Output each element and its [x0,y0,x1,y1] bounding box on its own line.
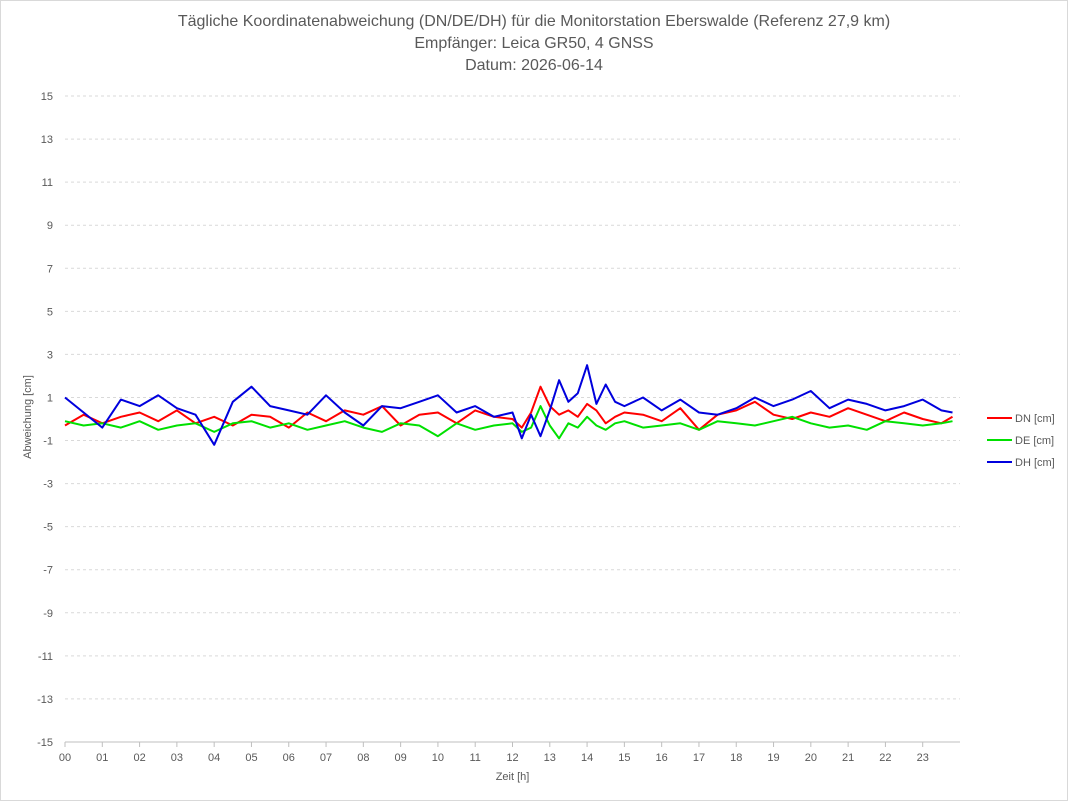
chart-title: Tägliche Koordinatenabweichung (DN/DE/DH… [177,13,891,30]
series-line-dh [64,364,953,446]
chart-date: Datum: 2026-06-14 [465,57,603,74]
x-tick-label: 21 [842,752,854,764]
x-tick-label: 13 [544,752,556,764]
x-tick-label: 15 [618,752,630,764]
y-tick-label: -7 [43,565,53,577]
x-axis [64,741,960,747]
x-tick-label: 23 [917,752,929,764]
x-tick-label: 11 [469,752,480,764]
chart-titles: Tägliche Koordinatenabweichung (DN/DE/DH… [1,11,1067,77]
x-tick-label: 00 [59,752,71,764]
y-tick-label: -11 [38,651,53,663]
y-tick-label: -9 [43,608,53,620]
y-tick-label: -15 [37,737,53,749]
x-tick-label: 22 [879,752,891,764]
x-tick-label: 10 [432,752,444,764]
y-tick-label: 7 [47,263,53,275]
y-tick-label: -3 [43,479,53,491]
chart-subtitle: Empfänger: Leica GR50, 4 GNSS [414,35,654,52]
x-tick-label: 06 [283,752,295,764]
x-axis-ticks: 00 01 02 03 04 05 06 07 08 09 10 11 12 13 14 15 16 17 18 19… [59,752,929,764]
x-tick-label: 16 [656,752,668,764]
y-tick-label: -1 [43,436,53,448]
x-tick-label: 03 [171,752,183,764]
y-tick-label: 3 [47,349,53,361]
x-tick-label: 20 [805,752,817,764]
x-tick-label: 12 [506,752,518,764]
y-tick-label: -13 [37,694,53,706]
x-tick-label: 04 [208,752,220,764]
y-tick-label: 9 [47,220,53,232]
x-tick-label: 07 [320,752,332,764]
x-tick-label: 18 [730,752,742,764]
y-axis-ticks: 15 13 11 9 7 5 3 1 -1 -3 -5 -7 -9 -11 -13 -15 [37,91,53,749]
y-tick-label: 5 [47,306,53,318]
x-tick-label: 01 [96,752,108,764]
x-tick-label: 14 [581,752,593,764]
x-tick-label: 19 [767,752,779,764]
series-line-dn [64,385,954,431]
legend-label-dh: DH [cm] [1015,457,1055,469]
series-lines [64,364,954,446]
y-tick-label: -5 [43,522,53,534]
x-tick-label: 17 [693,752,705,764]
y-tick-label: 13 [41,134,53,146]
x-tick-label: 09 [395,752,407,764]
x-tick-label: 02 [133,752,145,764]
x-tick-label: 08 [357,752,369,764]
y-axis-label: Abweichung [cm] [22,375,34,459]
legend-label-dn: DN [cm] [1015,413,1055,425]
y-tick-label: 15 [41,91,53,103]
y-tick-label: 11 [42,177,53,189]
legend: DN [cm] DE [cm] DH [cm] [987,413,1055,469]
y-tick-label: 1 [47,392,53,404]
x-axis-label: Zeit [h] [496,771,530,783]
series-line-de [64,405,953,440]
x-tick-label: 05 [245,752,257,764]
legend-label-de: DE [cm] [1015,435,1054,447]
